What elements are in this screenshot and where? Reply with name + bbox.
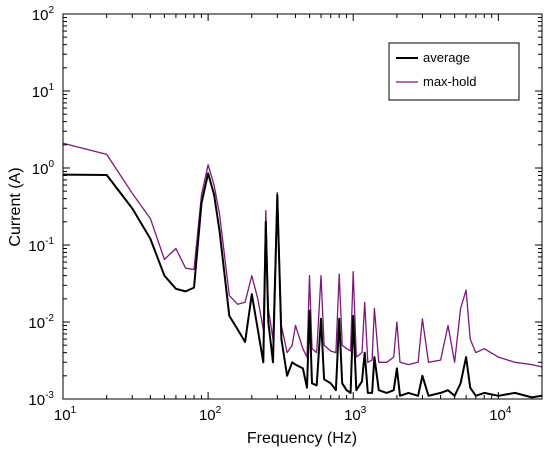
- y-tick-label: 100: [32, 159, 55, 178]
- y-tick-label: 10-3: [28, 390, 54, 409]
- series-line-average: [62, 172, 543, 399]
- series-lines: [62, 142, 543, 399]
- x-axis-label: Frequency (Hz): [247, 430, 357, 447]
- legend-label-max-hold: max-hold: [423, 74, 476, 89]
- y-tick-label: 10-1: [28, 236, 54, 255]
- y-axis-label: Current (A): [7, 167, 24, 246]
- x-tick-label: 101: [54, 405, 77, 424]
- series-line-max-hold: [62, 142, 543, 368]
- y-tick-label: 102: [32, 5, 55, 24]
- axis-ticks: [62, 13, 543, 400]
- x-tick-label: 102: [199, 405, 222, 424]
- plot-frame: [62, 13, 543, 400]
- legend: average max-hold: [388, 42, 520, 101]
- tick-labels: 101 102 103 104 10-3 10-2 10-1 100 101 102: [28, 5, 511, 424]
- y-tick-label: 10-2: [28, 313, 54, 332]
- legend-label-average: average: [423, 50, 470, 65]
- y-tick-label: 101: [32, 82, 55, 101]
- x-tick-label: 104: [489, 405, 512, 424]
- x-tick-label: 103: [344, 405, 367, 424]
- legend-box: [388, 42, 520, 101]
